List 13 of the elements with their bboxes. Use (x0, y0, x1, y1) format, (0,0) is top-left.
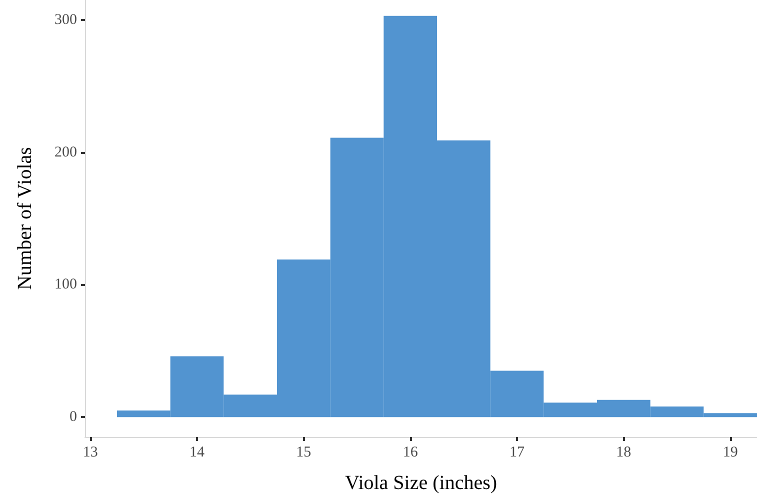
x-tick-label: 16 (402, 444, 418, 460)
y-tick-label: 300 (54, 12, 77, 28)
y-tick-label: 200 (54, 144, 77, 160)
x-tick-label: 18 (616, 444, 632, 460)
y-tick-label: 0 (70, 409, 77, 426)
x-tick-label: 17 (510, 444, 525, 460)
x-axis-title: Viola Size (inches) (344, 472, 498, 494)
y-axis-title: Number of Violas (14, 146, 36, 290)
x-tick-label: 15 (296, 444, 312, 460)
x-tick-label: 13 (82, 444, 98, 460)
y-tick-label: 100 (54, 276, 77, 293)
x-tick-label: 14 (190, 444, 205, 460)
x-tick-label: 19 (722, 444, 738, 460)
